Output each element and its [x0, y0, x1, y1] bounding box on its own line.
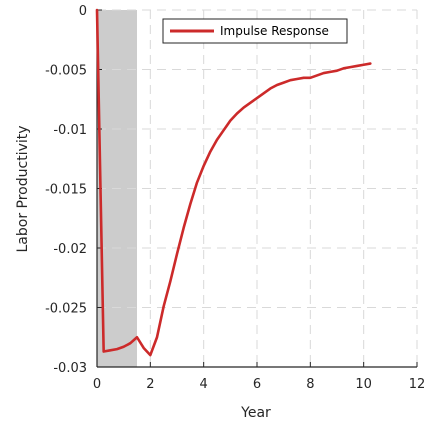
x-tick-label: 10 [355, 377, 372, 392]
x-tick-label: 4 [200, 377, 208, 392]
x-tick-label: 2 [146, 377, 154, 392]
y-tick-label: -0.005 [45, 64, 87, 79]
legend: Impulse Response [162, 18, 348, 44]
y-tick-label: -0.015 [45, 183, 87, 198]
y-tick-label: -0.02 [53, 242, 87, 257]
grid-layer [97, 9, 418, 367]
y-tick-label: 0 [79, 4, 87, 19]
series-line-impulse-response [95, 8, 372, 357]
x-tick-label: 12 [409, 377, 425, 392]
y-tick-label: -0.03 [53, 361, 87, 376]
y-tick-label: -0.025 [45, 302, 87, 317]
tick-label-layer: 0 2 4 6 8 10 12 0 -0.005 -0.01 -0.015 -0.02 -0.025 -0… [45, 4, 425, 392]
series-layer [95, 8, 372, 357]
x-tick-label: 0 [93, 377, 101, 392]
x-axis-label: Year [240, 405, 271, 421]
x-tick-label: 6 [253, 377, 261, 392]
y-axis-label: Labor Productivity [15, 125, 31, 252]
legend-label-impulse-response: Impulse Response [220, 24, 329, 38]
x-tick-label: 8 [306, 377, 314, 392]
y-tick-label: -0.01 [53, 123, 87, 138]
